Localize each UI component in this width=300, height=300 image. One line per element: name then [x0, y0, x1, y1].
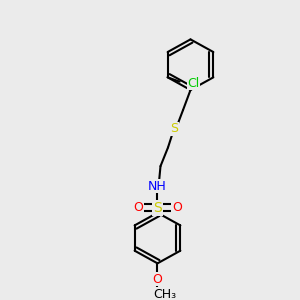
Text: O: O — [172, 201, 182, 214]
Text: S: S — [170, 122, 178, 135]
Text: NH: NH — [148, 180, 167, 193]
Text: S: S — [153, 201, 162, 215]
Text: O: O — [133, 201, 143, 214]
Text: Cl: Cl — [187, 76, 200, 90]
Text: O: O — [153, 273, 162, 286]
Text: CH₃: CH₃ — [153, 289, 177, 300]
